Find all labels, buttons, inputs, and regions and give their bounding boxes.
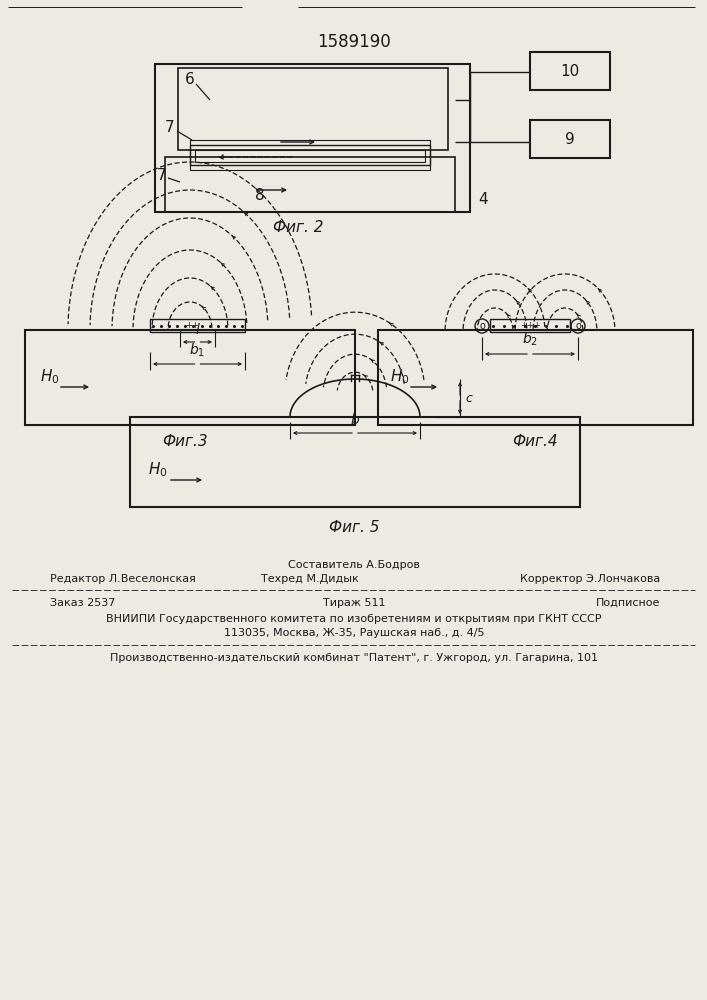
Bar bbox=[150, 319, 245, 332]
Text: ВНИИПИ Государственного комитета по изобретениям и открытиям при ГКНТ СССР: ВНИИПИ Государственного комитета по изоб… bbox=[106, 614, 602, 624]
Text: $H_0$: $H_0$ bbox=[390, 368, 410, 386]
Bar bbox=[195, 150, 425, 162]
Bar bbox=[530, 52, 610, 90]
Bar bbox=[190, 140, 430, 170]
Text: l: l bbox=[195, 323, 199, 337]
Text: 7: 7 bbox=[157, 167, 167, 182]
Text: Корректор Э.Лончакова: Корректор Э.Лончакова bbox=[520, 574, 660, 584]
Text: Редактор Л.Веселонская: Редактор Л.Веселонская bbox=[50, 574, 196, 584]
Bar bbox=[530, 120, 610, 158]
Text: o: o bbox=[479, 321, 485, 331]
Bar bbox=[130, 417, 580, 507]
Bar bbox=[490, 319, 570, 332]
Text: Заказ 2537: Заказ 2537 bbox=[50, 598, 115, 608]
Text: 113035, Москва, Ж-35, Раушская наб., д. 4/5: 113035, Москва, Ж-35, Раушская наб., д. … bbox=[223, 628, 484, 638]
Text: 1589190: 1589190 bbox=[317, 33, 391, 51]
Text: 4: 4 bbox=[478, 192, 488, 208]
Text: Фиг.4: Фиг.4 bbox=[512, 434, 558, 450]
Bar bbox=[165, 157, 455, 212]
Bar bbox=[155, 64, 470, 212]
Text: Составитель А.Бодров: Составитель А.Бодров bbox=[288, 560, 420, 570]
Text: Фиг. 2: Фиг. 2 bbox=[273, 221, 323, 235]
Text: $H_0$: $H_0$ bbox=[148, 461, 168, 479]
Text: o: o bbox=[575, 321, 581, 331]
Bar bbox=[190, 145, 430, 165]
Text: 9: 9 bbox=[565, 131, 575, 146]
Text: 6: 6 bbox=[185, 73, 195, 88]
Text: $\it{b}_2$: $\it{b}_2$ bbox=[522, 331, 538, 348]
Text: 7: 7 bbox=[165, 120, 175, 135]
Text: ++: ++ bbox=[185, 320, 199, 330]
Text: b: b bbox=[351, 413, 359, 427]
Text: Фиг.3: Фиг.3 bbox=[162, 434, 208, 450]
Text: 8: 8 bbox=[255, 188, 265, 202]
Bar bbox=[25, 330, 355, 425]
Text: Производственно-издательский комбинат "Патент", г. Ужгород, ул. Гагарина, 101: Производственно-издательский комбинат "П… bbox=[110, 653, 598, 663]
Text: Тираж 511: Тираж 511 bbox=[323, 598, 385, 608]
Bar bbox=[378, 330, 693, 425]
Text: +++: +++ bbox=[520, 320, 540, 330]
Bar bbox=[178, 68, 448, 150]
Text: $H_0$: $H_0$ bbox=[40, 368, 60, 386]
Text: Техред М.Дидык: Техред М.Дидык bbox=[261, 574, 359, 584]
Text: Подписное: Подписное bbox=[595, 598, 660, 608]
Text: 10: 10 bbox=[561, 64, 580, 79]
Text: $\it{b}_1$: $\it{b}_1$ bbox=[189, 342, 205, 359]
Text: c: c bbox=[465, 391, 472, 404]
Text: Фиг. 5: Фиг. 5 bbox=[329, 520, 379, 536]
